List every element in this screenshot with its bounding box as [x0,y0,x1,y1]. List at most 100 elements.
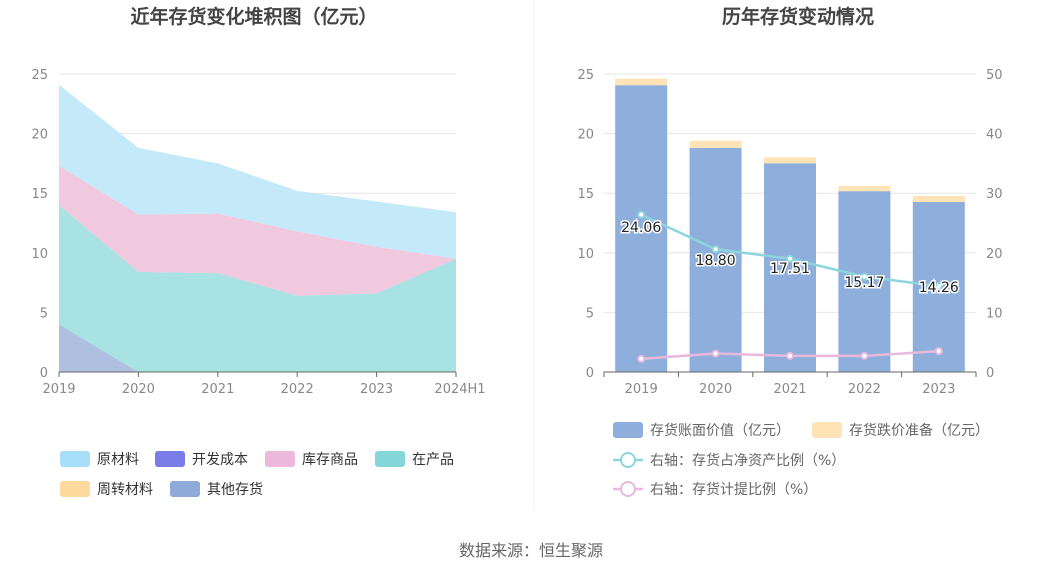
y-tick-label: 20 [31,128,48,143]
legend-label: 存货账面价值（亿元） [650,422,790,439]
bar-book-value [689,147,742,372]
legend-label: 库存商品 [302,452,358,468]
line-point [637,354,646,363]
area-库存商品 [59,165,456,296]
y2-tick-label: 50 [986,68,1003,83]
y-tick-label: 15 [577,187,594,202]
legend-label: 原材料 [97,452,139,468]
y-tick-label: 15 [31,187,48,202]
x-tick-label: 2019 [42,382,75,397]
y-tick-label: 25 [577,68,594,83]
legend-swatch [265,451,295,467]
legend-swatch [60,481,90,497]
right-bars [615,78,965,372]
line-point [860,272,869,281]
bar-value-label: 24.06 [621,220,661,236]
bar-impairment [838,185,891,192]
legend-swatch [812,422,842,438]
legend-label: 其他存货 [207,481,263,498]
area-原材料 [59,84,456,259]
legend-swatch [155,451,185,467]
x-tick-label: 2019 [625,382,658,397]
line-point [786,254,794,263]
legend-swatch [170,481,200,497]
x-tick-label: 2020 [699,382,732,397]
legend-swatch [375,451,405,467]
y-tick-label: 0 [40,366,48,381]
legend-item-原材料[interactable]: 原材料 [60,451,139,468]
stacked-area-chart: 近年存货变化堆积图（亿元） 0 5 10 15 20 25 2019 2020 2021 2022… [31,5,485,498]
y2-tick-label: 40 [986,128,1003,143]
y-tick-label: 10 [577,247,594,262]
x-tick-label: 2020 [122,382,155,397]
y2-tick-label: 10 [986,306,1003,321]
line-point [711,245,720,254]
right-data-labels: 24.06 18.80 17.51 15.17 14.26 [620,219,961,298]
y-tick-label: 0 [586,366,594,381]
line-point [711,349,720,358]
x-tick-label: 2023 [360,382,393,397]
y-tick-label: 10 [31,247,48,262]
legend-item-周转材料[interactable]: 周转材料 [60,481,153,498]
bar-line-chart: 历年存货变动情况 0 5 10 15 20 25 0 10 20 30 40 50 2019 2020 20… [577,5,1002,498]
data-source: 数据来源：恒生聚源 [459,541,603,560]
y2-tick-label: 20 [986,247,1003,262]
legend-item-右轴：存货占净资产比例（%）[interactable]: 右轴：存货占净资产比例（%） [613,452,845,469]
legend-swatch [613,422,643,438]
line-point [934,282,943,291]
legend-item-存货跌价准备（亿元）[interactable]: 存货跌价准备（亿元） [812,422,989,439]
y-tick-label: 5 [586,306,594,321]
legend-label: 右轴：存货占净资产比例（%） [650,452,845,469]
x-tick-label: 2024H1 [434,382,485,397]
legend-swatch [60,451,90,467]
x-tick-label: 2023 [922,382,955,397]
right-legend[interactable]: 存货账面价值（亿元） 存货跌价准备（亿元）右轴：存货占净资产比例（%） 右轴：存货计… [613,422,989,498]
y-tick-label: 20 [577,128,594,143]
line-point [786,351,794,360]
area-在产品 [59,205,456,372]
line-point [934,347,943,356]
legend-label: 在产品 [412,452,454,468]
bar-value-label: 15.17 [844,275,884,291]
line-point [637,210,646,219]
right-axis: 0 5 10 15 20 25 0 10 20 30 40 50 2019 2020 2021 2022 202… [577,68,1002,397]
line-point [860,351,869,360]
bar-value-label: 18.80 [696,253,736,269]
legend-label: 周转材料 [97,482,153,498]
legend-label: 存货跌价准备（亿元） [849,422,989,439]
legend-label: 开发成本 [192,452,248,468]
legend-marker [620,481,636,497]
legend-item-开发成本[interactable]: 开发成本 [155,451,248,468]
x-tick-label: 2022 [848,382,881,397]
legend-item-存货账面价值（亿元）[interactable]: 存货账面价值（亿元） [613,422,790,439]
bar-impairment [615,78,668,86]
y2-tick-label: 30 [986,187,1003,202]
bar-impairment [912,196,965,203]
x-tick-label: 2021 [201,382,234,397]
left-axis: 0 5 10 15 20 25 2019 2020 2021 2022 2023 2024H1 [31,68,485,397]
right-lines [637,210,943,363]
y2-tick-label: 0 [986,366,994,381]
legend-item-在产品[interactable]: 在产品 [375,451,454,468]
right-chart-title: 历年存货变动情况 [722,5,874,28]
x-tick-label: 2021 [773,382,806,397]
bar-impairment [764,157,816,164]
left-areas [59,84,456,372]
bar-value-label: 14.26 [919,280,959,296]
legend-label: 右轴：存货计提比例（%） [650,481,817,498]
y-tick-label: 25 [31,68,48,83]
bar-book-value [615,85,668,372]
legend-item-库存商品[interactable]: 库存商品 [265,451,358,468]
bar-impairment [689,140,742,148]
legend-item-其他存货[interactable]: 其他存货 [170,481,263,498]
y-tick-label: 5 [40,306,48,321]
legend-marker [620,452,636,468]
x-tick-label: 2022 [281,382,314,397]
left-chart-title: 近年存货变化堆积图（亿元） [130,5,377,28]
area-其他存货 [59,324,456,372]
bar-value-label: 17.51 [770,261,810,277]
legend-item-右轴：存货计提比例（%）[interactable]: 右轴：存货计提比例（%） [613,481,817,498]
bar-book-value [838,191,891,372]
